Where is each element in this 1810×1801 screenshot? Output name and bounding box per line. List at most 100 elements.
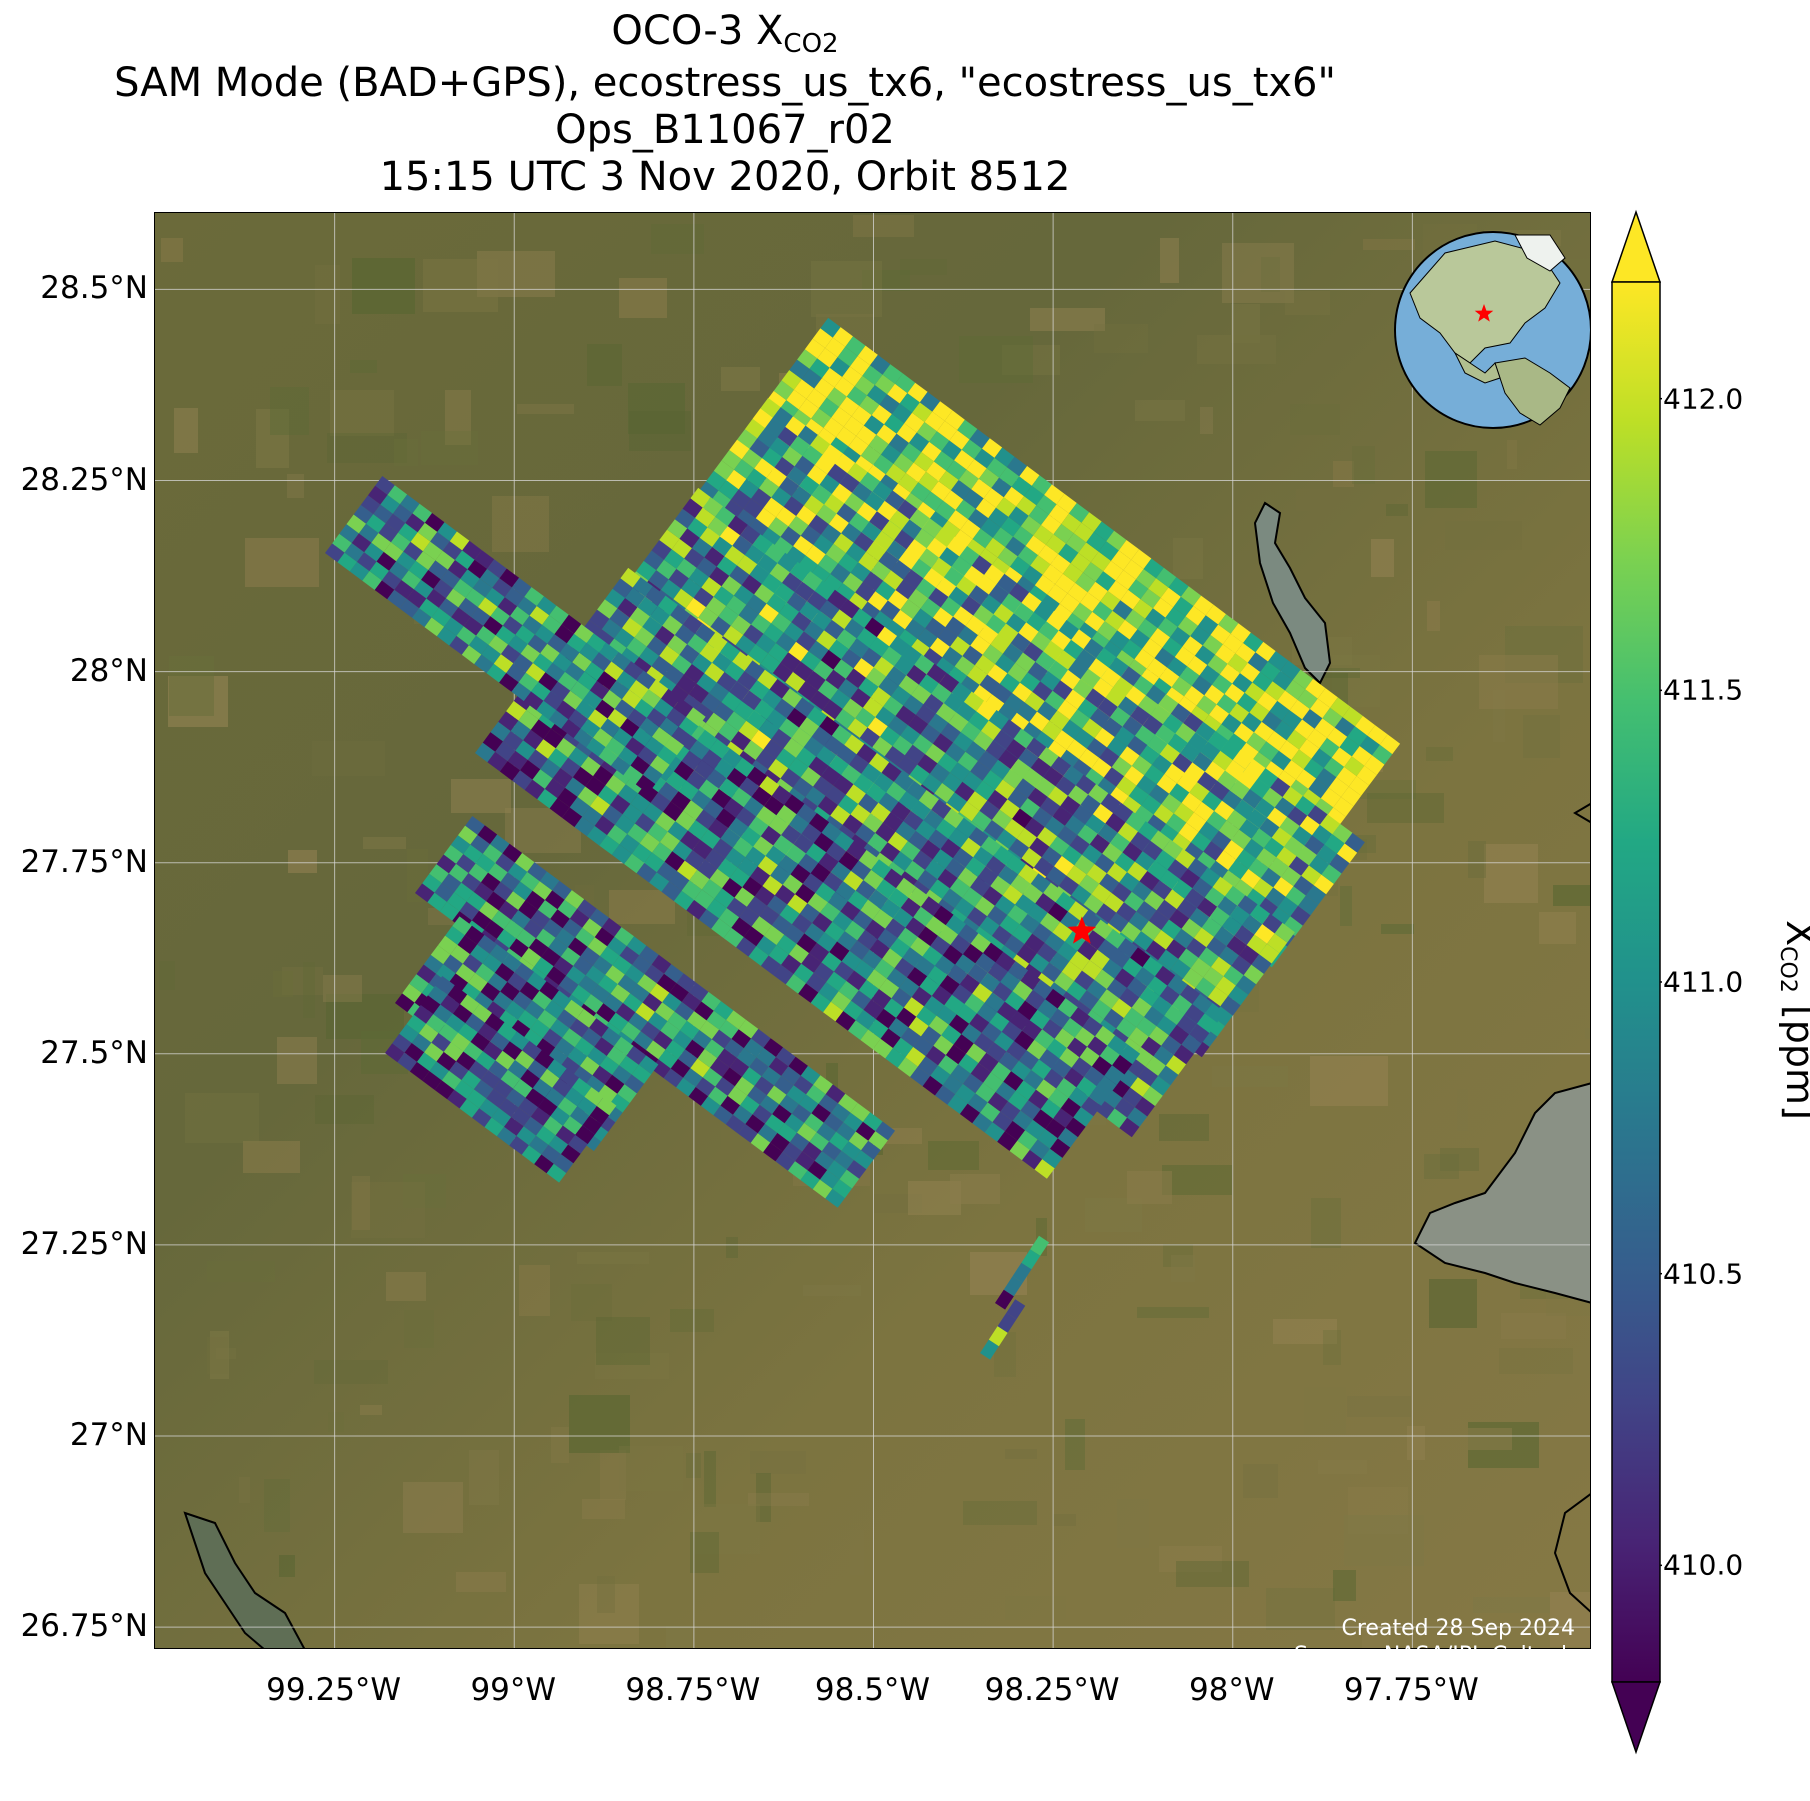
xco2-footprint-cell (1054, 730, 1075, 750)
xco2-footprint-cell (806, 843, 827, 863)
xco2-footprint-cell (986, 1042, 1007, 1062)
xco2-footprint-cell (520, 644, 541, 663)
xco2-footprint-cell (509, 1031, 530, 1051)
terrain-patch (1266, 1588, 1335, 1630)
xco2-footprint-cell (592, 956, 613, 975)
xco2-footprint-cell (1216, 694, 1237, 714)
xco2-footprint-cell (869, 637, 890, 657)
xco2-footprint-cell (1043, 1068, 1064, 1089)
xco2-footprint-cell (642, 802, 663, 823)
xco2-footprint-cell (511, 1107, 531, 1127)
xco2-footprint-cell (1012, 808, 1033, 829)
xco2-footprint-cell (1156, 1015, 1177, 1036)
xco2-footprint-cell (1251, 828, 1272, 848)
xco2-footprint-cell (914, 654, 935, 675)
xco2-footprint-cell (960, 721, 981, 742)
xco2-footprint-cell (963, 489, 984, 509)
xco2-footprint-cell (566, 965, 586, 985)
xco2-footprint-cell (946, 536, 968, 557)
xco2-footprint-cell (692, 839, 713, 860)
terrain-patch (616, 1197, 651, 1226)
xco2-footprint-cell (1065, 689, 1086, 710)
xco2-footprint-cell (1193, 927, 1215, 948)
xco2-footprint-cell (1026, 611, 1047, 632)
xco2-footprint-cell (799, 903, 820, 923)
terrain-patch (1005, 1449, 1037, 1459)
xco2-footprint-cell (830, 861, 851, 882)
xco2-footprint-cell (826, 971, 847, 992)
terrain-patch (651, 224, 704, 254)
xco2-footprint-cell (559, 643, 580, 663)
xco2-footprint-cell (912, 734, 933, 755)
xco2-footprint-cell (568, 1134, 588, 1154)
xco2-footprint-cell (1006, 1041, 1027, 1061)
xco2-footprint-cell (1106, 1108, 1128, 1129)
xco2-footprint-cell (861, 521, 882, 542)
colorbar-tick-label: 411.0 (1663, 965, 1744, 999)
xco2-footprint-cell (868, 889, 889, 910)
xco2-footprint-cell (667, 519, 688, 539)
xco2-footprint-cell (765, 543, 786, 564)
xco2-footprint-cell (634, 698, 654, 718)
xco2-footprint-cell (796, 803, 817, 824)
xco2-footprint-cell (631, 657, 652, 677)
xco2-footprint-cell (1042, 564, 1063, 585)
terrain-patch (609, 890, 675, 924)
xco2-footprint-cell (1257, 897, 1278, 918)
xco2-footprint-cell (1018, 864, 1039, 884)
xco2-footprint-cell (554, 624, 575, 644)
xco2-footprint-cell (682, 614, 703, 634)
xco2-footprint-cell (789, 436, 811, 456)
xco2-footprint-cell (815, 427, 836, 448)
latitude-tick-label: 28.25°N (20, 461, 148, 498)
xco2-footprint-cell (1015, 652, 1036, 673)
xco2-footprint-cell (1066, 533, 1087, 553)
xco2-footprint-cell (1067, 1037, 1088, 1058)
xco2-footprint-cell (1153, 1045, 1174, 1066)
xco2-footprint-cell (676, 973, 697, 993)
xco2-footprint-cell (1083, 638, 1104, 659)
xco2-footprint-cell (733, 701, 755, 721)
xco2-footprint-cell (1181, 792, 1202, 813)
xco2-footprint-cell (806, 706, 828, 727)
xco2-footprint-cell (698, 481, 719, 501)
xco2-footprint-cell (583, 994, 604, 1013)
xco2-footprint-cell (349, 561, 370, 581)
terrain-patch (1310, 1056, 1388, 1106)
xco2-footprint-cell (1075, 774, 1096, 795)
xco2-footprint-cell (1229, 779, 1250, 800)
xco2-footprint-cell (543, 691, 564, 710)
xco2-footprint-cell (528, 938, 549, 958)
xco2-footprint-cell (526, 971, 547, 991)
xco2-footprint-cell (495, 1050, 515, 1070)
xco2-footprint-cell (771, 785, 792, 805)
xco2-footprint-cell (751, 916, 772, 936)
xco2-footprint-cell (736, 1048, 757, 1067)
xco2-footprint-cell (1128, 911, 1149, 932)
xco2-footprint-cell (706, 470, 727, 491)
xco2-footprint-cell (917, 926, 938, 947)
xco2-footprint-cell (877, 928, 898, 949)
xco2-footprint-cell (933, 905, 954, 926)
xco2-footprint-cell (629, 607, 650, 627)
xco2-footprint-cell (936, 703, 957, 723)
xco2-footprint-cell (1071, 884, 1092, 905)
xco2-footprint-cell (1176, 1014, 1197, 1035)
terrain-patch (243, 1141, 300, 1173)
xco2-footprint-cell (1166, 939, 1187, 959)
xco2-footprint-cell (1101, 640, 1122, 661)
xco2-footprint-cell (1114, 852, 1135, 873)
xco2-footprint-cell (880, 1028, 901, 1048)
xco2-footprint-cell (998, 623, 1019, 644)
terrain-patch (303, 962, 315, 1018)
xco2-footprint-cell (1051, 1058, 1072, 1078)
xco2-footprint-cell (937, 868, 958, 889)
xco2-footprint-cell (959, 1103, 981, 1124)
xco2-footprint-cell (1059, 593, 1080, 613)
xco2-footprint-cell (678, 780, 699, 801)
xco2-footprint-cell (424, 1042, 444, 1062)
xco2-footprint-cell (473, 882, 494, 902)
xco2-footprint-cell (802, 445, 823, 465)
xco2-footprint-cell (752, 534, 773, 554)
xco2-footprint-cell (1184, 1004, 1205, 1024)
